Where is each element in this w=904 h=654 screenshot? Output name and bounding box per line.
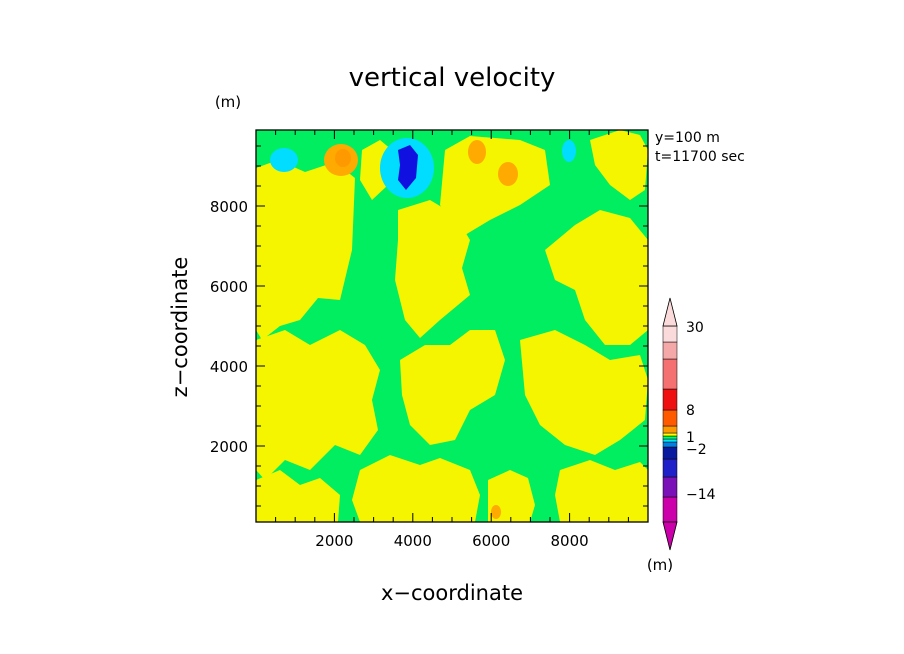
colorbar-box (662, 388, 678, 411)
colorbar-box (662, 325, 678, 343)
colorbar-box (662, 446, 678, 460)
colorbar-box (662, 432, 678, 437)
colorbar-label: −14 (686, 487, 716, 503)
downdraft-core-3 (562, 140, 576, 162)
colorbar-box (662, 476, 678, 498)
x-tick-labels: 2000 4000 6000 8000 (315, 532, 588, 550)
y-tick-labels: 2000 4000 6000 8000 (210, 198, 248, 456)
y-tick-label: 4000 (210, 358, 248, 376)
y-unit-label: (m) (215, 93, 241, 111)
colorbar-top-arrow (662, 297, 678, 327)
colorbar-box (662, 425, 678, 434)
colorbar-label: 1 (686, 430, 695, 446)
colorbar-unit-label: (m) (647, 556, 673, 574)
region-right-band (545, 210, 648, 345)
colorbar-box (662, 341, 678, 360)
region-mid-center (400, 330, 505, 445)
y-tick-label: 6000 (210, 278, 248, 296)
region-lower-left (256, 470, 340, 522)
x-tick-label: 8000 (551, 532, 589, 550)
positive-weak-regions (256, 130, 648, 522)
colorbar-box (662, 496, 678, 523)
downdraft-core-1 (270, 148, 298, 172)
colorbar-label: 8 (686, 403, 695, 419)
y-axis-label: z−coordinate (168, 257, 192, 398)
colorbar-box (662, 358, 678, 390)
colorbar-label: 30 (686, 320, 704, 336)
x-tick-label: 2000 (315, 532, 353, 550)
annotation-t: t=11700 sec (655, 149, 745, 165)
x-tick-label: 6000 (472, 532, 510, 550)
y-tick-label: 2000 (210, 438, 248, 456)
annotation-y: y=100 m (655, 130, 720, 146)
contour-field (256, 130, 648, 522)
region-right-top (590, 130, 648, 200)
region-lower-center (352, 455, 480, 522)
colorbar-box (662, 438, 678, 443)
region-lower-far-right (555, 460, 648, 522)
colorbar-labels: 30 8 1−2 −14 (686, 320, 716, 503)
y-tick-label: 8000 (210, 198, 248, 216)
colorbar-label: −2 (686, 442, 707, 458)
x-tick-label: 4000 (394, 532, 432, 550)
region-mid-right (520, 330, 648, 455)
updraft-core-3 (498, 162, 518, 186)
region-mid-left (256, 330, 380, 480)
updraft-core-2 (468, 140, 486, 164)
colorbar (662, 297, 678, 551)
axis-ticks (256, 130, 648, 522)
region-left-strip (256, 205, 275, 275)
downdraft-core-strong (398, 145, 418, 190)
colorbar-box (662, 441, 678, 448)
updraft-center-1 (335, 149, 351, 167)
region-upper-middle (395, 200, 470, 338)
region-upper-right (440, 136, 550, 238)
updraft-core-4 (491, 505, 501, 519)
x-axis-label: x−coordinate (381, 581, 523, 605)
chart-title: vertical velocity (349, 63, 556, 93)
region-upper-left (256, 160, 355, 340)
colorbar-box (662, 435, 678, 440)
colorbar-box (662, 458, 678, 478)
colorbar-bottom-arrow (662, 521, 678, 551)
colorbar-box (662, 409, 678, 427)
